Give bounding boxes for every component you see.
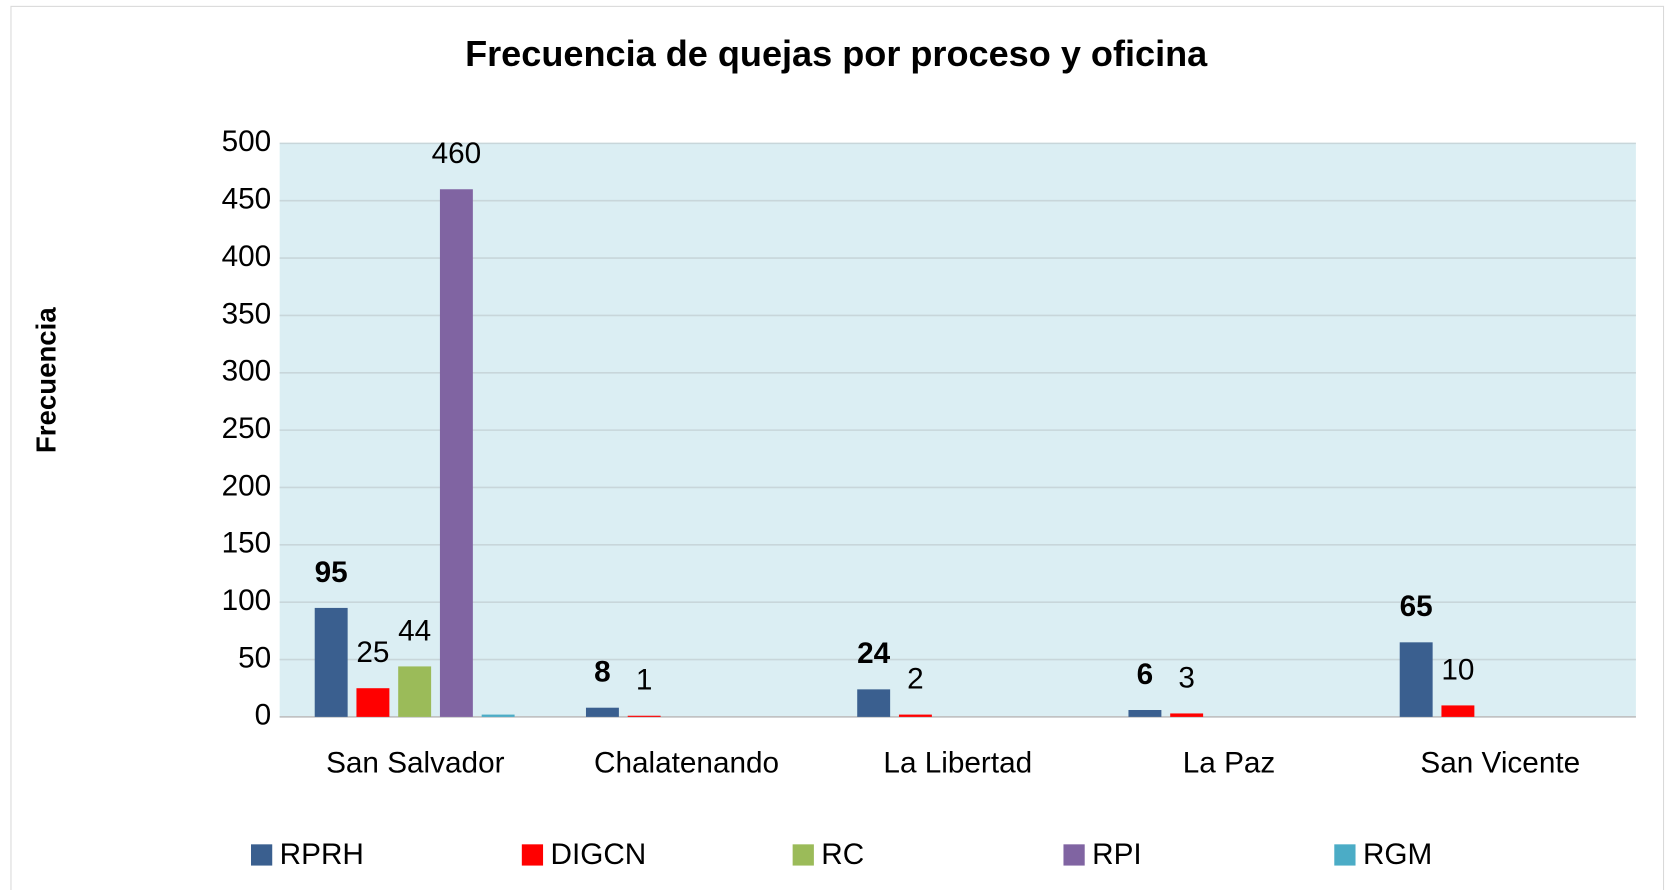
bar [898,714,932,717]
y-tick-label: 400 [222,240,272,273]
legend-label: RGM [1363,838,1432,871]
x-tick-label: San Salvador [326,747,505,780]
y-tick-label: 500 [222,125,272,158]
legend-label: DIGCN [550,838,646,871]
bar [398,666,432,717]
data-label: 2 [907,662,924,695]
y-tick-label: 150 [222,527,272,560]
bar [1170,713,1204,717]
legend-swatch [792,844,814,866]
y-tick-label: 250 [222,412,272,445]
y-tick-label: 350 [222,297,272,330]
y-tick-label: 0 [255,699,272,732]
y-tick-label: 50 [238,641,271,674]
bar [314,607,348,717]
legend-swatch [1334,844,1356,866]
data-label: 95 [315,556,348,589]
data-label: 8 [594,656,611,689]
y-tick-label: 100 [222,584,272,617]
data-label: 44 [398,614,431,647]
y-tick-label: 200 [222,469,272,502]
chart-title: Frecuencia de quejas por proceso y ofici… [465,33,1208,74]
bar [627,715,661,717]
data-label: 65 [1400,590,1433,623]
data-label: 460 [432,137,482,170]
legend-swatch [521,844,544,866]
bar [1399,642,1433,717]
data-label: 25 [356,636,389,669]
legend-label: RPRH [280,838,364,871]
bar [1441,705,1475,717]
x-tick-label: La Libertad [883,747,1032,780]
bar [481,714,515,717]
y-tick-label: 450 [222,183,272,216]
bar [439,189,473,717]
bar [356,688,390,717]
data-label: 6 [1137,658,1154,691]
legend-label: RC [821,838,864,871]
bar [1128,710,1162,717]
bar [857,689,891,717]
bar [585,707,619,717]
data-label: 24 [857,637,891,670]
legend-label: RPI [1092,838,1142,871]
x-tick-label: La Paz [1183,747,1276,780]
y-axis-label: Frecuencia [30,307,61,453]
legend-swatch [250,844,273,866]
x-tick-label: San Vicente [1420,747,1580,780]
data-label: 3 [1178,661,1195,694]
y-tick-label: 300 [222,355,272,388]
legend-swatch [1063,844,1085,866]
x-tick-label: Chalatenando [594,747,779,780]
data-label: 10 [1441,653,1474,686]
data-label: 1 [636,664,653,697]
